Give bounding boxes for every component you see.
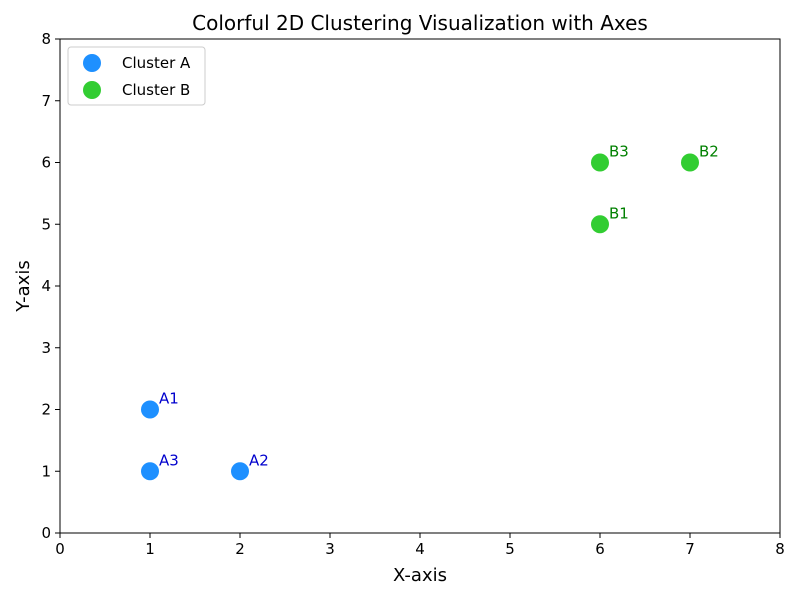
data-point [141, 400, 159, 419]
legend-marker [83, 54, 101, 72]
point-label: A1 [159, 390, 179, 408]
x-tick-label: 7 [685, 540, 695, 558]
x-tick-label: 6 [595, 540, 605, 558]
point-label: B1 [609, 204, 629, 222]
x-tick-label: 1 [145, 540, 155, 558]
x-axis-label: X-axis [393, 565, 447, 586]
data-point [141, 462, 159, 481]
y-tick-label: 1 [41, 462, 51, 480]
y-tick-label: 3 [41, 339, 51, 357]
legend-label: Cluster B [122, 81, 190, 99]
point-label: A3 [159, 451, 179, 469]
y-tick-label: 2 [41, 401, 51, 419]
point-label: B2 [699, 143, 719, 161]
plot-area [59, 38, 781, 534]
x-axis-ticks: 0 1 2 3 4 5 6 7 8 [55, 533, 785, 558]
data-point [681, 153, 699, 172]
chart-title: Colorful 2D Clustering Visualization wit… [192, 11, 648, 35]
y-tick-label: 0 [41, 524, 51, 542]
y-axis-ticks: 0 1 2 3 4 5 6 7 8 [41, 30, 60, 542]
legend-label: Cluster A [122, 54, 191, 72]
x-tick-label: 8 [775, 540, 785, 558]
x-tick-label: 5 [505, 540, 515, 558]
y-tick-label: 7 [41, 92, 51, 110]
x-tick-label: 2 [235, 540, 245, 558]
legend: Cluster A Cluster B [67, 46, 206, 106]
legend-box [67, 46, 206, 106]
x-tick-label: 4 [415, 540, 425, 558]
y-tick-label: 6 [41, 154, 51, 172]
legend-marker [83, 81, 101, 99]
y-axis-label: Y-axis [13, 260, 34, 312]
x-tick-label: 3 [325, 540, 335, 558]
y-tick-label: 5 [41, 215, 51, 233]
y-tick-label: 4 [41, 277, 51, 295]
data-point [591, 153, 609, 172]
point-label: A2 [249, 451, 269, 469]
data-point [231, 462, 249, 481]
data-point [591, 215, 609, 234]
y-tick-label: 8 [41, 30, 51, 48]
data-points: A1 A2 A3 B1 B2 B3 [141, 143, 719, 481]
x-tick-label: 0 [55, 540, 65, 558]
point-label: B3 [609, 143, 629, 161]
